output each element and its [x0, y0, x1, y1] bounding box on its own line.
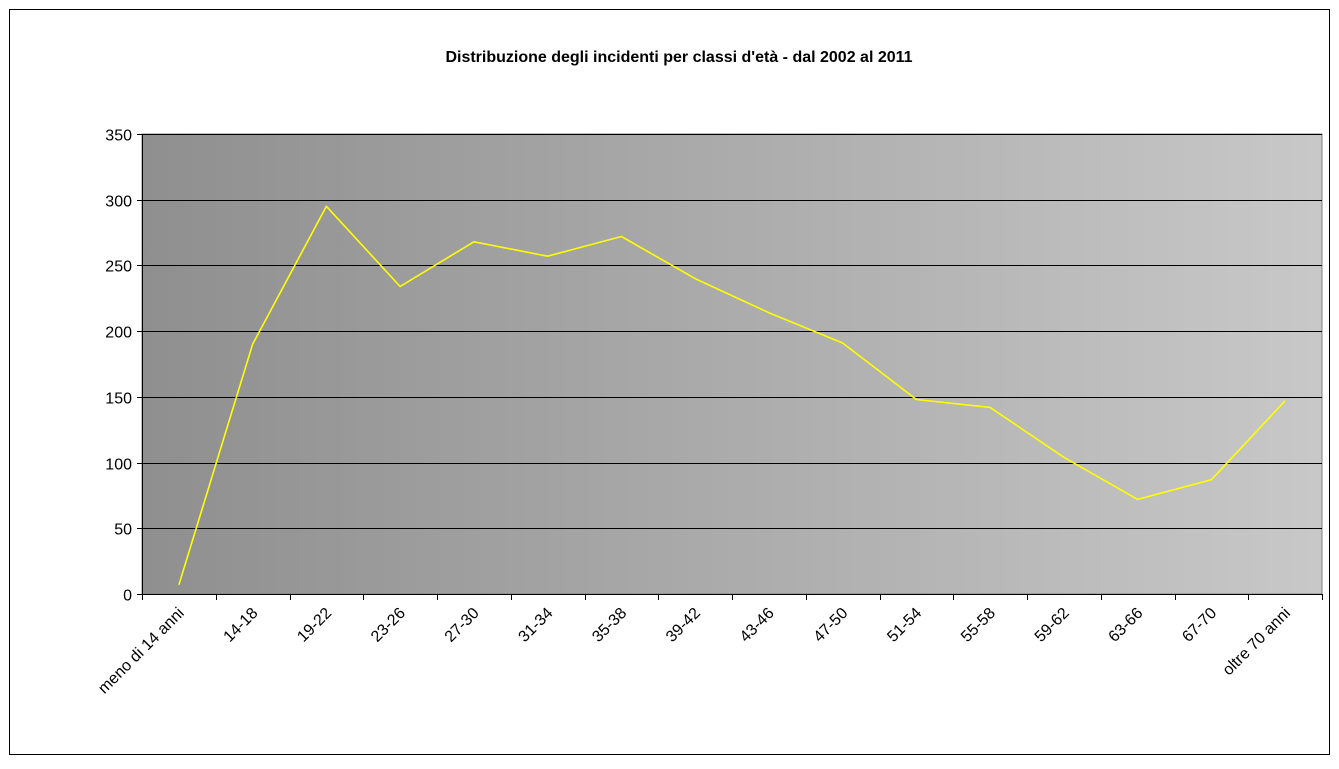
gridlines — [142, 134, 1322, 529]
plot-area — [141, 133, 1323, 595]
y-tick-label: 50 — [114, 522, 132, 539]
series-lines — [178, 205, 1286, 586]
y-tick-label: 0 — [123, 588, 132, 605]
y-tick-label: 350 — [105, 128, 132, 145]
y-tick-label: 300 — [105, 194, 132, 211]
axes — [137, 134, 1323, 600]
y-tick-label: 100 — [105, 457, 132, 474]
y-tick-label: 200 — [105, 325, 132, 342]
series-line-0 — [178, 205, 1286, 586]
y-tick-labels: 0 50 100 150 200 250 300 350 — [105, 128, 132, 605]
y-tick-label: 150 — [105, 391, 132, 408]
chart-title: Distribuzione degli incidenti per classi… — [445, 49, 912, 66]
y-tick-label: 250 — [105, 259, 132, 276]
